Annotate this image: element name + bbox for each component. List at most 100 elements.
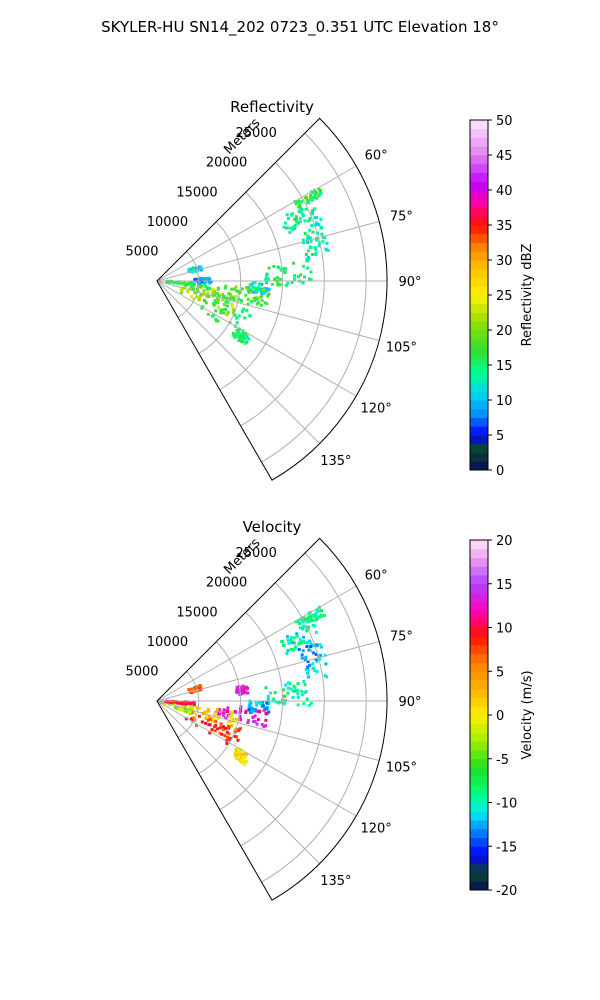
echo-gate bbox=[285, 651, 289, 655]
echo-gate bbox=[302, 616, 306, 620]
echo-gate bbox=[286, 635, 289, 639]
echo-gate bbox=[206, 286, 209, 290]
echo-gate bbox=[283, 271, 287, 274]
echo-gate bbox=[283, 695, 287, 698]
echo-gate bbox=[311, 613, 315, 617]
echo-gate bbox=[293, 218, 297, 221]
echo-gate bbox=[245, 336, 249, 340]
echo-gate bbox=[220, 309, 224, 313]
azimuth-spoke bbox=[156, 220, 380, 282]
echo-gate bbox=[164, 700, 167, 704]
echo-gate bbox=[323, 653, 327, 657]
echo-gate bbox=[285, 213, 289, 217]
azimuth-tick-label: 60° bbox=[365, 569, 388, 584]
echo-gate bbox=[266, 694, 270, 698]
echo-gate bbox=[244, 760, 248, 764]
range-ring bbox=[198, 221, 242, 354]
echo-gate bbox=[302, 635, 306, 639]
echo-gate bbox=[299, 618, 303, 621]
echo-gate bbox=[180, 707, 184, 711]
echo-gate bbox=[230, 302, 234, 306]
echo-gate bbox=[269, 691, 273, 695]
echo-gate bbox=[247, 290, 251, 294]
echo-gate bbox=[320, 226, 324, 230]
echo-gate bbox=[199, 276, 202, 280]
echo-gate bbox=[323, 674, 327, 678]
echo-gate bbox=[235, 289, 239, 293]
range-tick-label: 20000 bbox=[206, 156, 247, 171]
echo-gate bbox=[224, 726, 228, 730]
echo-gate bbox=[226, 310, 230, 314]
colorbar-step bbox=[470, 828, 488, 838]
echo-gate bbox=[309, 645, 313, 649]
echo-gate bbox=[291, 648, 295, 652]
echo-gate bbox=[206, 718, 210, 722]
echo-gate bbox=[239, 332, 243, 336]
echo-gate bbox=[198, 295, 202, 299]
echo-gate bbox=[283, 221, 287, 225]
echo-gate bbox=[181, 702, 185, 706]
echo-gate bbox=[260, 723, 264, 726]
echo-gate bbox=[290, 228, 294, 231]
azimuth-tick-label: 120° bbox=[360, 822, 391, 837]
echo-gate bbox=[251, 281, 255, 285]
echo-gate bbox=[307, 664, 311, 667]
echo-gate bbox=[315, 630, 318, 634]
echo-gate bbox=[210, 719, 214, 723]
echo-gate bbox=[304, 625, 308, 629]
echo-gate bbox=[266, 294, 270, 298]
echo-gate bbox=[291, 225, 295, 229]
echo-gate bbox=[298, 204, 302, 207]
echo-gate bbox=[214, 309, 218, 313]
echo-gate bbox=[182, 280, 186, 284]
echo-gate bbox=[244, 755, 248, 759]
echo-gate bbox=[300, 653, 304, 657]
echo-gate bbox=[318, 643, 322, 647]
range-ring bbox=[261, 552, 367, 883]
azimuth-spoke bbox=[156, 700, 320, 864]
colorbar-step bbox=[470, 356, 488, 366]
echo-gate bbox=[215, 319, 219, 323]
echo-gate bbox=[191, 705, 195, 708]
echo-gate bbox=[226, 706, 230, 710]
echo-layer bbox=[159, 605, 329, 766]
echo-gate bbox=[309, 701, 313, 705]
range-tick-label: 20000 bbox=[206, 576, 247, 591]
echo-gate bbox=[191, 709, 195, 713]
azimuth-tick-label: 90° bbox=[398, 695, 421, 710]
echo-gate bbox=[226, 300, 230, 304]
echo-gate bbox=[288, 226, 292, 230]
colorbar-step bbox=[470, 653, 488, 663]
colorbar-step bbox=[470, 671, 488, 681]
echo-gate bbox=[306, 672, 310, 675]
echo-gate bbox=[205, 276, 209, 280]
echo-gate bbox=[167, 703, 171, 707]
echo-gate bbox=[304, 196, 308, 200]
azimuth-spoke bbox=[156, 280, 380, 342]
echo-gate bbox=[320, 614, 324, 618]
echo-gate bbox=[276, 276, 280, 280]
echo-gate bbox=[293, 646, 297, 650]
echo-gate bbox=[244, 711, 248, 714]
echo-gate bbox=[233, 287, 237, 291]
colorbar-tick-label: 35 bbox=[496, 219, 513, 234]
echo-gate bbox=[313, 615, 317, 619]
echo-gate bbox=[309, 196, 313, 199]
echo-gate bbox=[296, 696, 300, 699]
echo-gate bbox=[289, 647, 293, 651]
colorbar-step bbox=[470, 233, 488, 243]
echo-gate bbox=[255, 722, 259, 726]
echo-gate bbox=[219, 722, 223, 726]
echo-gate bbox=[317, 187, 321, 191]
echo-gate bbox=[302, 241, 306, 245]
echo-gate bbox=[313, 193, 317, 197]
echo-gate bbox=[237, 291, 241, 295]
echo-gate bbox=[291, 689, 295, 693]
azimuth-spoke bbox=[156, 700, 357, 817]
colorbar-tick-label: 25 bbox=[496, 289, 513, 304]
echo-gate bbox=[188, 710, 192, 714]
colorbar-step bbox=[470, 575, 488, 585]
echo-gate bbox=[246, 721, 250, 724]
echo-gate bbox=[308, 245, 312, 249]
echo-gate bbox=[192, 711, 196, 715]
